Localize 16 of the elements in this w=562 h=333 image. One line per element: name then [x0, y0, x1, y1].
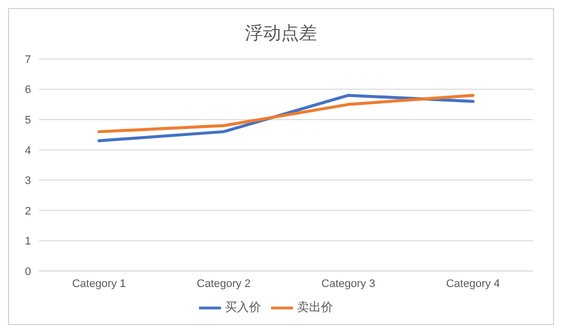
- chart-title: 浮动点差: [244, 22, 318, 45]
- y-tick-label: 6: [24, 84, 31, 96]
- y-tick-label: 3: [24, 175, 31, 188]
- x-tick-label: Category 3: [321, 278, 376, 290]
- x-tick-label: Category 2: [196, 278, 251, 290]
- legend-label: 卖出价: [297, 300, 333, 314]
- legend-label: 买入价: [225, 300, 261, 314]
- x-tick-label: Category 4: [446, 278, 500, 290]
- line-series: [98, 94, 474, 134]
- y-tick-label: 7: [24, 54, 31, 66]
- y-tick-label: 5: [24, 114, 31, 126]
- y-tick-label: 2: [24, 205, 31, 218]
- y-tick-label: 1: [24, 236, 31, 248]
- x-tick-label: Category 1: [72, 278, 126, 290]
- y-tick-label: 0: [24, 266, 31, 278]
- y-tick-label: 4: [24, 144, 31, 157]
